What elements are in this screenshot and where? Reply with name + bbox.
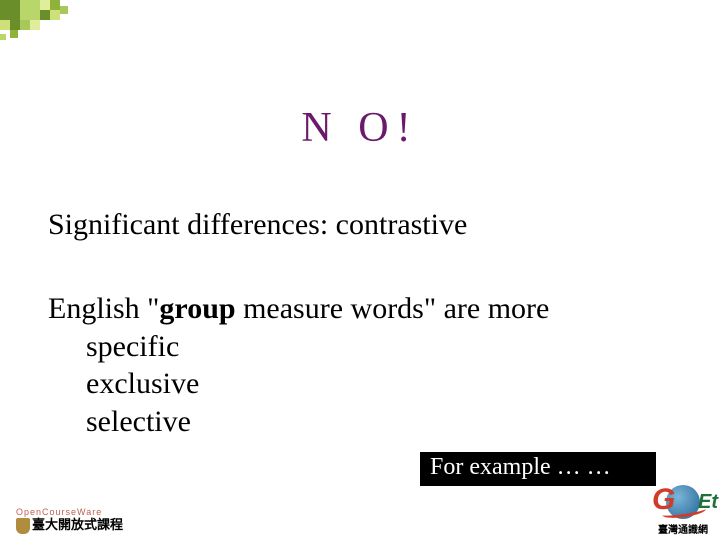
deco-square bbox=[50, 10, 60, 20]
heading-text: Significant differences: contrastive bbox=[48, 208, 467, 242]
deco-square bbox=[20, 0, 40, 20]
deco-square bbox=[40, 0, 50, 10]
corner-decoration bbox=[0, 0, 120, 50]
deco-square bbox=[20, 20, 30, 30]
deco-square bbox=[10, 20, 20, 30]
logo-ocw-line2: 臺大開放式課程 bbox=[16, 518, 123, 534]
deco-square bbox=[10, 30, 18, 38]
example-box: For example … … bbox=[420, 452, 656, 486]
body-bullet-2: exclusive bbox=[48, 365, 549, 403]
body-line1-bold: group bbox=[159, 292, 235, 325]
deco-square bbox=[30, 20, 40, 30]
logo-get-text: 臺灣通識網 bbox=[658, 521, 708, 536]
deco-square bbox=[0, 0, 20, 20]
globe-icon: G Et bbox=[666, 485, 700, 519]
body-line1-prefix: English " bbox=[48, 292, 159, 325]
deco-square bbox=[50, 0, 60, 10]
deco-square bbox=[0, 34, 6, 40]
body-line1-suffix: measure words" are more bbox=[236, 292, 550, 325]
deco-square bbox=[40, 10, 50, 20]
slide-title: N O! bbox=[0, 104, 720, 152]
deco-square bbox=[60, 6, 68, 14]
logo-ocw: OpenCourseWare 臺大開放式課程 bbox=[16, 508, 123, 534]
deco-square bbox=[0, 20, 10, 30]
body-bullet-3: selective bbox=[48, 403, 549, 441]
body-bullet-1: specific bbox=[48, 328, 549, 366]
body-text: English "group measure words" are more s… bbox=[48, 290, 549, 440]
logo-get: G Et 臺灣通識網 bbox=[658, 485, 708, 536]
shield-icon bbox=[16, 518, 30, 534]
